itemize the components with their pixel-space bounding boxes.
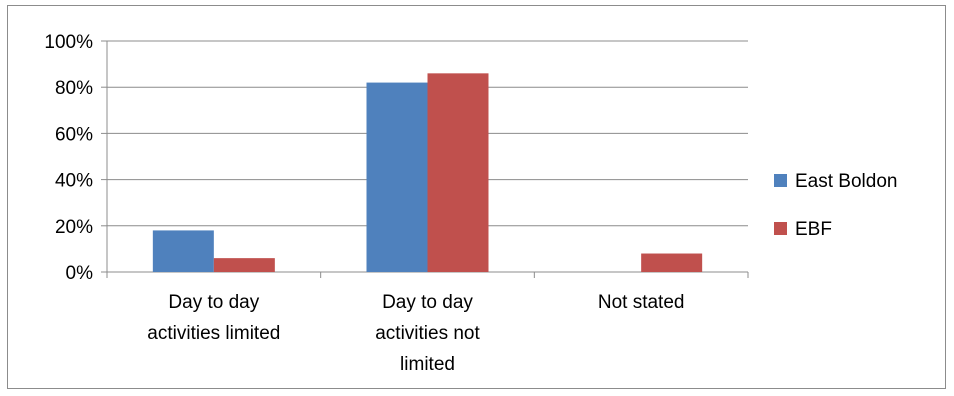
x-category-label: Not stated (598, 292, 685, 313)
legend-label: EBF (795, 219, 832, 240)
y-tick-label: 20% (55, 217, 93, 238)
bar-ebf (213, 258, 275, 272)
bar-ebf (427, 73, 489, 272)
legend-label: East Boldon (795, 171, 897, 192)
y-tick-label: 0% (66, 263, 94, 284)
y-tick-label: 60% (55, 124, 93, 145)
bar-east-boldon (366, 82, 428, 272)
y-tick-label: 100% (44, 32, 93, 53)
legend-swatch (774, 222, 787, 235)
x-category-label: Day to day activities limited (147, 292, 280, 344)
x-category-label: Day to day activities not limited (375, 292, 480, 375)
bar-ebf (641, 253, 703, 272)
y-tick-label: 80% (55, 78, 93, 99)
bar-east-boldon (152, 230, 214, 272)
y-tick-label: 40% (55, 171, 93, 192)
legend-swatch (774, 174, 787, 187)
